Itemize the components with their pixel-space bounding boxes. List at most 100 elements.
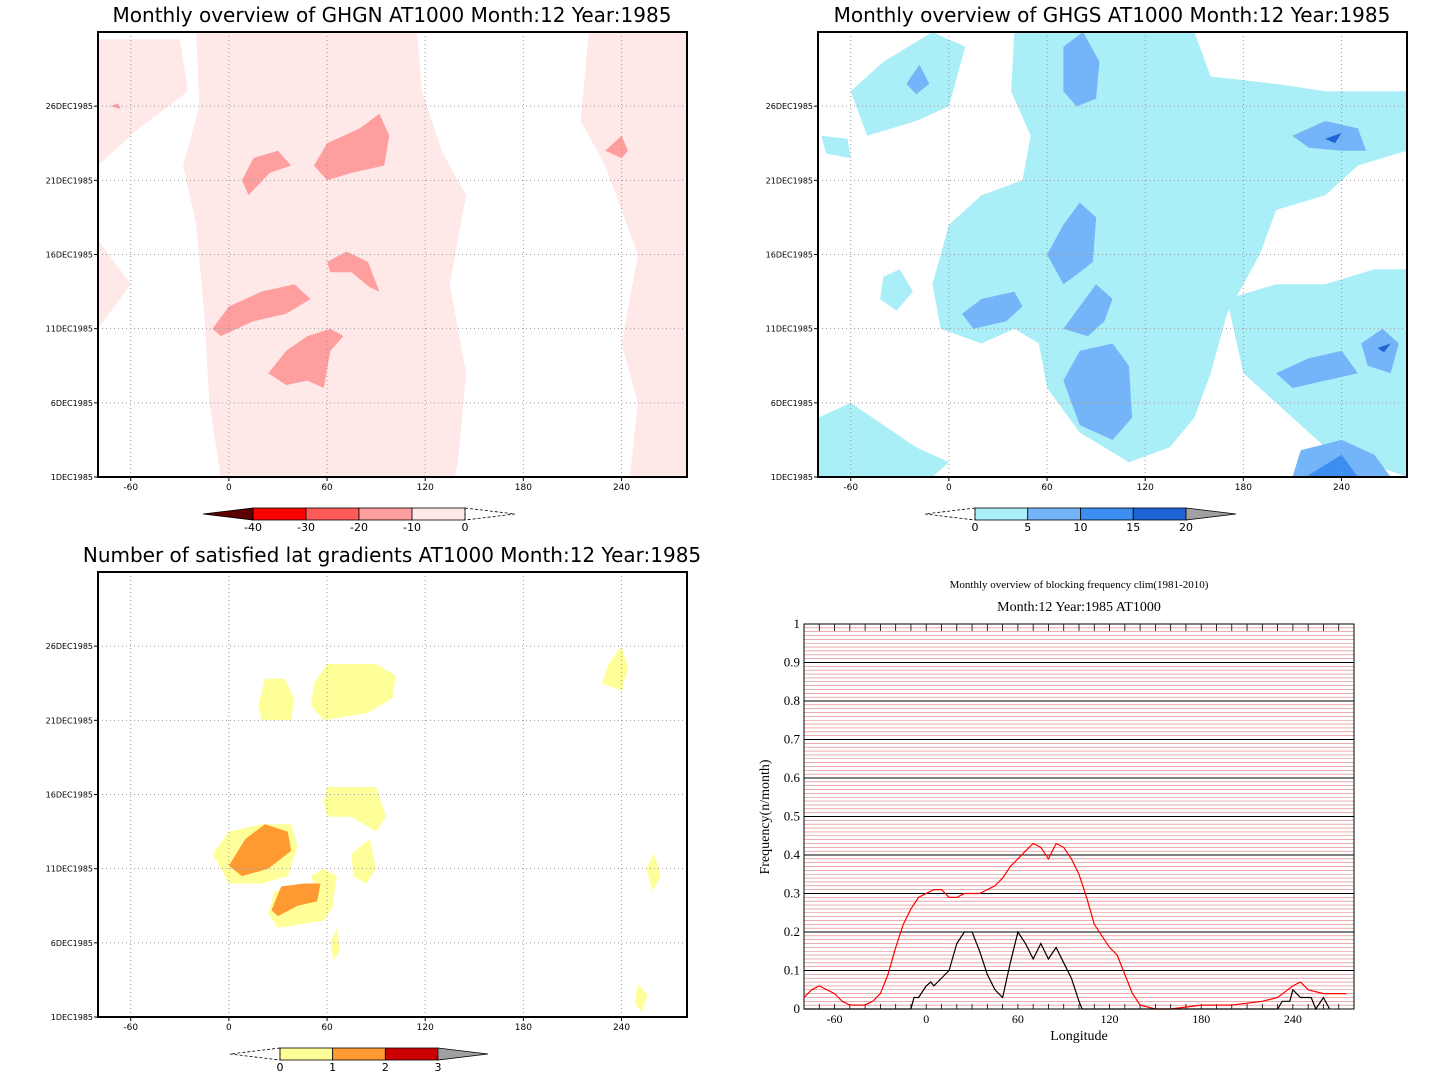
y-tick-label-6: 0.6 [784, 770, 801, 785]
colorbar-swatch-2 [358, 507, 413, 521]
contour-region-1 [310, 664, 396, 721]
y-tick-label-1: 0.1 [784, 963, 800, 978]
ghgs-panel: Monthly overview of GHGS AT1000 Month:12… [766, 3, 1408, 534]
x-tick-label-0: -60 [827, 1012, 843, 1026]
lat-gradient-panel: Number of satisfied lat gradients AT1000… [46, 543, 701, 1074]
ghgn-title: Monthly overview of GHGN AT1000 Month:12… [113, 3, 672, 27]
y-tick-label-3: 16DEC1985 [46, 251, 93, 260]
y-tick-label-2: 11DEC1985 [766, 325, 813, 334]
contour-region-8 [1047, 202, 1097, 285]
contour-regions [818, 32, 1407, 477]
y-tick-label-5: 26DEC1985 [46, 102, 93, 111]
y-tick-label-3: 16DEC1985 [46, 791, 93, 800]
y-tick-label-4: 21DEC1985 [766, 176, 813, 185]
x-tick-label-4: 180 [515, 1023, 532, 1033]
colorbar-swatch-3 [411, 507, 466, 521]
contour-region-7 [268, 328, 344, 388]
x-tick-label-1: 0 [946, 483, 952, 493]
contour-region-11 [228, 824, 292, 877]
minor-gridlines [804, 627, 1354, 1006]
colorbar-label-1: 1 [329, 1061, 336, 1074]
y-tick-label-0: 1DEC1985 [771, 473, 813, 482]
x-tick-label-2: 60 [321, 1023, 333, 1033]
contour-region-2 [601, 646, 629, 691]
contour-region-4 [314, 113, 390, 181]
colorbar-label-3: -10 [403, 521, 421, 534]
contour-region-5 [212, 284, 311, 337]
y-tick-label-1: 6DEC1985 [51, 939, 93, 948]
colorbar-high-extend [437, 1047, 489, 1061]
x-tick-label-4: 180 [1235, 483, 1252, 493]
contour-region-7 [1063, 32, 1100, 107]
contour-region-3 [323, 787, 386, 832]
colorbar-swatch-0 [252, 507, 307, 521]
contour-region-16 [1305, 454, 1358, 477]
colorbar-swatch-2 [1080, 507, 1134, 521]
contour-region-18 [1377, 343, 1391, 353]
colorbar-low-extend [229, 1047, 281, 1061]
y-tick-label-3: 0.3 [784, 886, 800, 901]
x-tick-label-5: 240 [1333, 483, 1350, 493]
y-tick-label-2: 11DEC1985 [46, 865, 93, 874]
contour-region-1 [932, 32, 1407, 463]
colorbar-swatch-0 [974, 507, 1029, 521]
contour-region-6 [327, 251, 380, 292]
contour-region-3 [242, 150, 292, 196]
y-tick-label-0: 1DEC1985 [51, 1013, 93, 1022]
colorbar-label-0: -40 [244, 521, 262, 534]
colorbar-label-1: -30 [297, 521, 315, 534]
colorbar-label-4: 20 [1179, 521, 1193, 534]
colorbar-swatch-0 [279, 1047, 334, 1061]
contour-region-9 [962, 291, 1023, 329]
contour-region-9 [111, 103, 121, 110]
colorbar: 0 1 2 3 [229, 1047, 489, 1074]
contour-region-6 [906, 64, 930, 95]
colorbar: 0 5 10 15 20 [924, 507, 1237, 534]
colorbar-swatch-1 [305, 507, 360, 521]
x-tick-label-5: 240 [1284, 1012, 1302, 1026]
y-tick-label-8: 0.8 [784, 693, 800, 708]
y-tick-label-3: 16DEC1985 [766, 251, 813, 260]
contour-region-3 [818, 402, 949, 477]
x-tick-label-2: 60 [1012, 1012, 1024, 1026]
colorbar-swatch-2 [384, 1047, 439, 1061]
x-tick-label-1: 0 [226, 1023, 232, 1033]
y-tick-label-5: 0.5 [784, 809, 800, 824]
contour-region-1 [183, 32, 467, 477]
y-tick-label-4: 0.4 [784, 847, 801, 862]
contour-region-4 [880, 269, 913, 311]
x-tick-label-0: -60 [843, 483, 858, 493]
lat-gradient-title: Number of satisfied lat gradients AT1000… [83, 543, 701, 567]
contour-region-9 [646, 853, 661, 891]
contour-region-14 [1361, 328, 1399, 374]
colorbar-label-3: 3 [435, 1061, 442, 1074]
x-tick-label-0: -60 [123, 483, 138, 493]
y-tick-label-0: 0 [794, 1001, 801, 1016]
y-tick-label-2: 0.2 [784, 924, 800, 939]
colorbar-label-3: 15 [1126, 521, 1140, 534]
x-tick-label-1: 0 [226, 483, 232, 493]
x-tick-label-4: 180 [515, 483, 532, 493]
x-tick-label-4: 180 [1192, 1012, 1210, 1026]
ghgs-title: Monthly overview of GHGS AT1000 Month:12… [834, 3, 1391, 27]
contour-region-0 [258, 678, 295, 721]
contour-region-12 [1292, 121, 1367, 151]
x-tick-label-3: 120 [1101, 1012, 1119, 1026]
y-tick-label-1: 6DEC1985 [51, 399, 93, 408]
colorbar-label-0: 0 [972, 521, 979, 534]
x-tick-label-2: 60 [321, 483, 333, 493]
contour-region-10 [1063, 284, 1113, 337]
x-tick-label-0: -60 [123, 1023, 138, 1033]
y-tick-label-5: 26DEC1985 [46, 642, 93, 651]
colorbar-low-extend [924, 507, 976, 521]
blocking-frequency-panel: Monthly overview of blocking frequency c… [758, 579, 1355, 1044]
x-tick-label-5: 240 [613, 1023, 630, 1033]
contour-region-13 [1276, 350, 1358, 388]
contour-region-11 [1063, 343, 1133, 440]
contour-region-2 [580, 32, 687, 477]
colorbar-high-extend [1185, 507, 1237, 521]
contour-region-0 [98, 39, 188, 477]
y-tick-label-2: 11DEC1985 [46, 325, 93, 334]
ghgn-panel: Monthly overview of GHGN AT1000 Month:12… [46, 3, 688, 534]
